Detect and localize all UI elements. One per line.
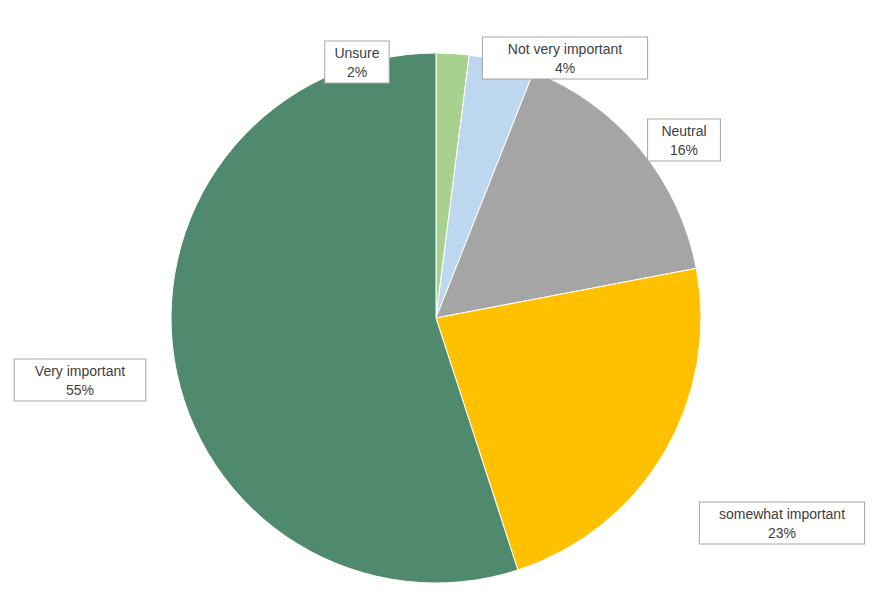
svg-text:Not very important: Not very important [508,41,622,57]
svg-text:23%: 23% [768,525,796,541]
svg-text:Neutral: Neutral [661,123,706,139]
svg-text:somewhat important: somewhat important [719,506,845,522]
svg-text:2%: 2% [347,64,367,80]
svg-text:Very important: Very important [35,363,125,379]
svg-text:16%: 16% [670,142,698,158]
svg-text:Unsure: Unsure [334,45,379,61]
svg-text:4%: 4% [555,60,575,76]
svg-text:55%: 55% [66,382,94,398]
